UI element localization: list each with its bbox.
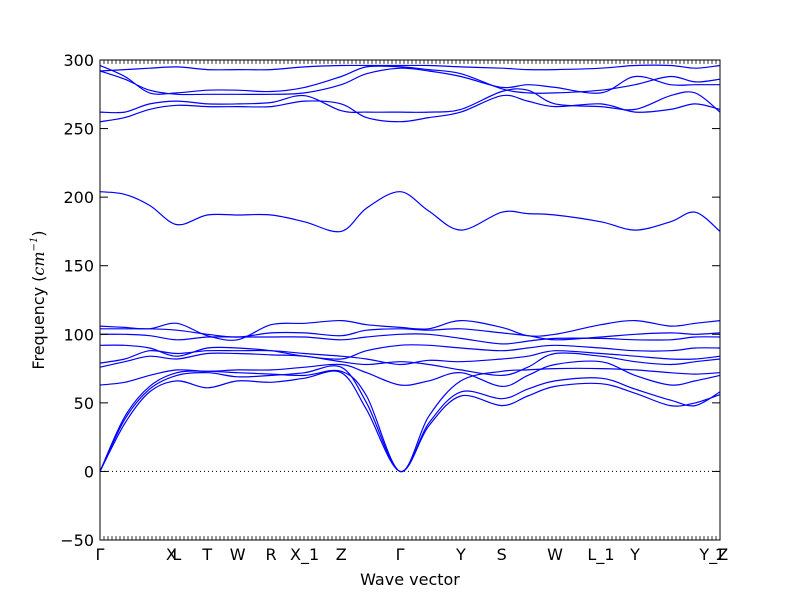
x-tick-label: Y_Z bbox=[698, 545, 728, 565]
y-tick-label: 150 bbox=[63, 257, 94, 276]
y-tick-label: −50 bbox=[60, 531, 94, 550]
y-tick-label: 50 bbox=[74, 394, 94, 413]
x-tick-label: T bbox=[201, 545, 212, 564]
x-tick-label: 1 bbox=[715, 545, 725, 564]
y-axis-title-close: ) bbox=[29, 230, 48, 236]
y-axis-ticks: −50 0 50 100 150 200 250 300 bbox=[60, 51, 720, 550]
band-line-7 bbox=[99, 344, 721, 360]
band-line-4 bbox=[99, 360, 721, 388]
x-axis-ticks: Γ XL T W R X_1 Z Γ Y S W L_1 Y Y_Z1 bbox=[96, 60, 728, 565]
band-line-6 bbox=[99, 349, 721, 366]
plot-area bbox=[100, 60, 720, 540]
y-tick-label: 100 bbox=[63, 325, 94, 344]
band-line-3 bbox=[99, 370, 721, 472]
x-tick-label: Γ bbox=[96, 545, 105, 564]
x-tick-label: L bbox=[172, 545, 181, 564]
x-tick-label: R bbox=[266, 545, 277, 564]
x-tick-label: W bbox=[230, 545, 246, 564]
x-tick-label: L_1 bbox=[587, 545, 614, 565]
y-axis-title-unit: cm bbox=[29, 251, 48, 275]
band-line-13 bbox=[99, 88, 721, 114]
y-axis-title-exponent: −1 bbox=[29, 237, 40, 252]
plot-border bbox=[99, 59, 721, 541]
x-tick-label: Y bbox=[629, 545, 640, 564]
y-tick-label: 300 bbox=[63, 51, 94, 70]
y-tick-label: 250 bbox=[63, 120, 94, 139]
band-line-16 bbox=[99, 64, 721, 72]
band-line-11 bbox=[99, 191, 721, 233]
band-line-9 bbox=[99, 328, 721, 341]
y-axis-title-text: Frequency ( bbox=[29, 276, 48, 370]
x-tick-label: Γ bbox=[396, 545, 405, 564]
x-tick-label: Y bbox=[455, 545, 466, 564]
x-tick-label: Z bbox=[336, 545, 347, 564]
band-line-8 bbox=[99, 333, 721, 345]
plot-frame bbox=[99, 59, 721, 541]
x-tick-label: W bbox=[547, 545, 563, 564]
y-tick-label: 0 bbox=[84, 462, 94, 481]
y-tick-label: 200 bbox=[63, 188, 94, 207]
band-line-15 bbox=[99, 64, 721, 95]
x-tick-label: X bbox=[166, 545, 177, 564]
y-axis-title: Frequency (cm−1) bbox=[29, 230, 48, 369]
plot-background bbox=[100, 60, 720, 540]
band-line-5 bbox=[99, 352, 721, 377]
x-axis-title: Wave vector bbox=[360, 570, 460, 589]
x-tick-label: S bbox=[497, 545, 507, 564]
x-tick-label: X_1 bbox=[290, 545, 319, 565]
series-layer bbox=[99, 64, 721, 473]
band-line-14 bbox=[99, 67, 720, 96]
band-line-10 bbox=[99, 319, 721, 341]
